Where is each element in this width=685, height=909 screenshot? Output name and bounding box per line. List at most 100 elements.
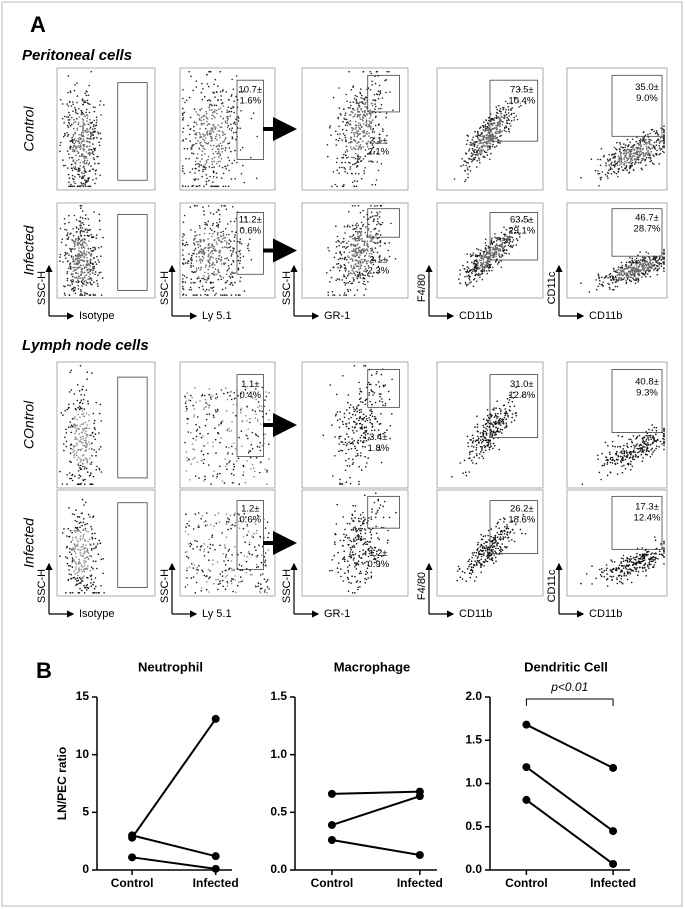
event-dot	[72, 148, 74, 151]
event-dot	[645, 271, 647, 273]
event-dot	[353, 278, 355, 281]
gate-percent: 1.6%	[239, 95, 261, 106]
event-dot	[95, 469, 97, 471]
event-dot	[494, 236, 496, 238]
event-dot	[508, 130, 511, 133]
event-dot	[201, 150, 204, 152]
event-dot	[491, 134, 494, 136]
event-dot	[217, 85, 219, 87]
event-dot	[182, 89, 184, 91]
event-dot	[87, 271, 89, 274]
event-dot	[198, 119, 201, 121]
event-dot	[257, 420, 259, 423]
event-dot	[377, 220, 379, 223]
event-dot	[364, 283, 366, 286]
event-dot	[93, 265, 96, 268]
event-dot	[216, 222, 218, 224]
event-dot	[249, 417, 251, 420]
event-dot	[210, 140, 212, 142]
event-dot	[213, 125, 215, 128]
event-dot	[209, 175, 211, 178]
event-dot	[505, 122, 508, 124]
event-dot	[205, 160, 208, 162]
event-dot	[348, 418, 350, 420]
event-dot	[638, 155, 640, 157]
event-dot	[360, 147, 363, 149]
event-dot	[350, 264, 353, 267]
event-dot	[183, 275, 186, 277]
event-dot	[509, 230, 511, 232]
event-dot	[347, 156, 350, 158]
event-dot	[371, 131, 374, 134]
event-dot	[476, 144, 479, 147]
event-dot	[374, 82, 377, 85]
event-dot	[230, 472, 233, 475]
event-dot	[232, 249, 235, 251]
event-dot	[224, 465, 227, 468]
event-dot	[341, 166, 343, 169]
event-dot	[643, 143, 645, 146]
event-dot	[484, 145, 487, 148]
event-dot	[97, 259, 100, 261]
event-dot	[203, 445, 205, 447]
event-dot	[188, 289, 191, 291]
event-dot	[375, 105, 377, 108]
event-dot	[640, 153, 642, 155]
flow-plot-frame	[566, 67, 668, 191]
event-dot	[93, 281, 95, 284]
event-dot	[93, 422, 95, 425]
event-dot	[194, 237, 196, 240]
event-dot	[240, 110, 242, 112]
event-dot	[89, 131, 92, 134]
event-dot	[344, 232, 346, 234]
event-dot	[82, 435, 84, 438]
event-dot	[215, 135, 217, 138]
event-dot	[230, 107, 232, 110]
event-dot	[94, 131, 96, 133]
event-dot	[458, 278, 460, 280]
event-dot	[87, 134, 89, 136]
event-dot	[182, 221, 185, 223]
event-dot	[481, 152, 483, 154]
event-dot	[240, 430, 243, 432]
event-dot	[655, 144, 658, 146]
event-dot	[473, 261, 475, 263]
event-dot	[635, 257, 638, 260]
event-dot	[344, 170, 346, 173]
event-dot	[195, 185, 198, 188]
event-dot	[599, 177, 602, 179]
event-dot	[486, 258, 489, 260]
event-dot	[372, 130, 374, 132]
event-dot	[230, 110, 233, 113]
event-dot	[485, 251, 488, 254]
event-dot	[203, 165, 205, 168]
event-dot	[85, 433, 88, 436]
event-dot	[388, 255, 391, 258]
event-dot	[466, 269, 469, 271]
event-dot	[73, 286, 75, 289]
event-dot	[240, 409, 242, 411]
event-dot	[244, 481, 247, 484]
event-dot	[79, 169, 81, 171]
event-dot	[96, 465, 98, 468]
event-dot	[611, 168, 613, 170]
event-dot	[213, 144, 215, 147]
event-dot	[375, 93, 378, 95]
event-dot	[68, 406, 70, 409]
event-dot	[100, 114, 102, 116]
event-dot	[202, 249, 205, 252]
event-dot	[510, 231, 513, 233]
event-dot	[356, 254, 359, 256]
event-dot	[226, 241, 228, 244]
event-dot	[71, 479, 74, 482]
event-dot	[598, 277, 600, 280]
event-dot	[645, 251, 647, 253]
event-dot	[487, 261, 489, 263]
event-dot	[203, 166, 205, 169]
event-dot	[487, 119, 490, 122]
event-dot	[227, 269, 229, 271]
event-dot	[185, 410, 187, 412]
event-dot	[608, 273, 611, 276]
event-dot	[84, 115, 87, 118]
event-dot	[351, 463, 354, 466]
